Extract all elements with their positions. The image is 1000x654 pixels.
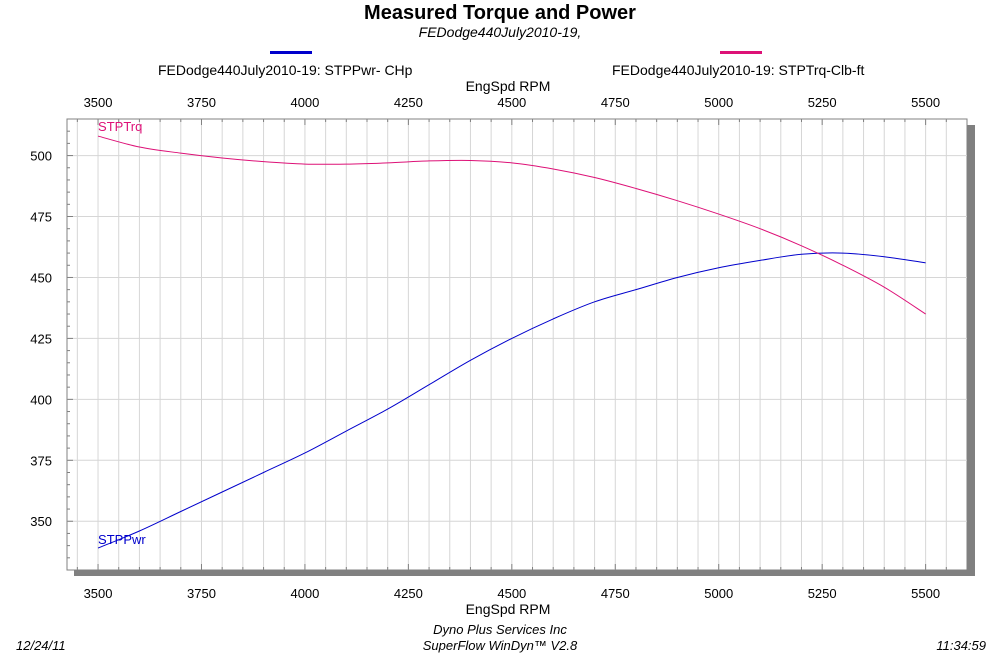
y-tick-label: 425	[30, 331, 52, 346]
x-tick-label-top: 5250	[808, 95, 837, 110]
y-tick-label: 375	[30, 453, 52, 468]
tick-labels: 3500 3500 3750 3750 4000 4000 4250 4250 4500 4500…	[30, 95, 940, 601]
grid-lines	[67, 119, 967, 570]
legend-label-power: FEDodge440July2010-19: STPPwr- CHp	[158, 62, 413, 78]
x-tick-label-bottom: 5250	[808, 586, 837, 601]
x-tick-label-bottom: 4250	[394, 586, 423, 601]
x-tick-label-top: 4500	[497, 95, 526, 110]
x-tick-label-bottom: 5500	[911, 586, 940, 601]
minor-ticks	[67, 119, 947, 570]
x-axis-title-bottom: EngSpd RPM	[465, 601, 551, 617]
series-lines	[97, 135, 926, 549]
x-tick-label-bottom: 4750	[601, 586, 630, 601]
x-tick-label-top: 5000	[704, 95, 733, 110]
y-tick-label: 500	[30, 149, 52, 164]
chart-title: Measured Torque and Power	[364, 2, 636, 24]
x-tick-label-bottom: 3500	[84, 586, 113, 601]
y-tick-label: 350	[30, 514, 52, 529]
legend-label-torque: FEDodge440July2010-19: STPTrq-Clb-ft	[612, 62, 865, 78]
x-tick-label-top: 5500	[911, 95, 940, 110]
y-tick-label: 400	[30, 392, 52, 407]
x-tick-label-top: 3750	[187, 95, 216, 110]
legend-swatch-torque	[720, 51, 762, 54]
x-tick-label-bottom: 4000	[290, 586, 319, 601]
series-label-torque: STPTrq	[98, 119, 142, 134]
y-tick-label: 450	[30, 270, 52, 285]
plot-area	[66, 118, 968, 571]
series-line-torque	[97, 135, 926, 315]
series-labels: STPPwr STPTrq	[98, 119, 146, 547]
footer-time: 11:34:59	[936, 638, 986, 653]
footer-company: Dyno Plus Services Inc	[433, 622, 567, 637]
series-label-power: STPPwr	[98, 532, 146, 547]
footer-software: SuperFlow WinDyn™ V2.8	[422, 638, 578, 653]
x-tick-label-top: 3500	[84, 95, 113, 110]
legend-swatch-power	[270, 51, 312, 54]
x-tick-label-top: 4000	[290, 95, 319, 110]
x-tick-label-top: 4750	[601, 95, 630, 110]
chart-subtitle: FEDodge440July2010-19,	[418, 24, 582, 40]
x-tick-label-top: 4250	[394, 95, 423, 110]
x-tick-label-bottom: 4500	[497, 586, 526, 601]
x-axis-title-top: EngSpd RPM	[465, 78, 551, 94]
y-tick-label: 475	[30, 210, 52, 225]
x-tick-label-bottom: 3750	[187, 586, 216, 601]
footer-date: 12/24/11	[16, 638, 66, 653]
series-line-power	[97, 252, 926, 549]
x-tick-label-bottom: 5000	[704, 586, 733, 601]
